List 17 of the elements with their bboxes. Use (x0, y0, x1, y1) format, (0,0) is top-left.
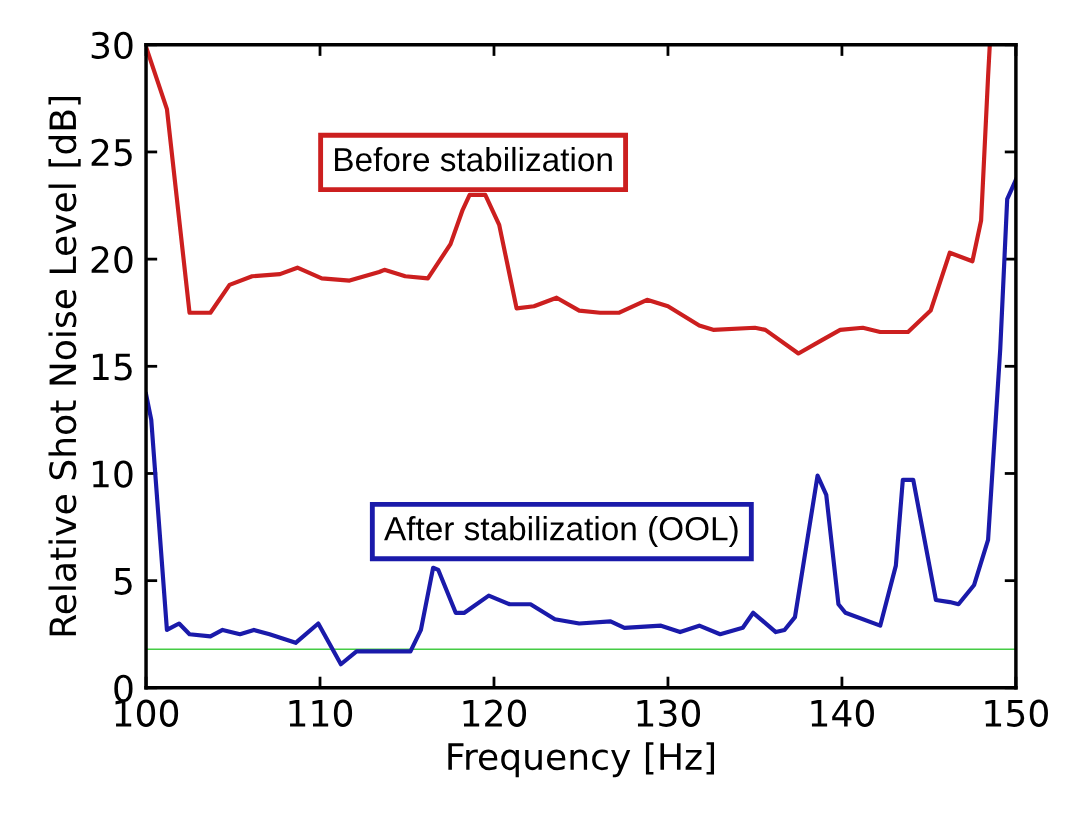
x-axis-title: Frequency [Hz] (448, 742, 715, 778)
x-tick-label: 120 (463, 699, 527, 727)
y-tick-label: 5 (114, 568, 132, 595)
y-tick-label: 15 (92, 353, 132, 381)
line-series (146, 44, 992, 356)
x-tick-label: 130 (637, 699, 701, 727)
y-tick-label: 25 (91, 138, 132, 167)
series-label: After stabilization (OOL) (384, 516, 738, 548)
series-label: Before stabilization (335, 146, 612, 172)
line-series (146, 177, 1016, 667)
y-tick-label: 10 (92, 460, 133, 488)
x-tick-label: 140 (811, 699, 874, 727)
y-axis-title: Relative Shot Noise Level [dB] (48, 96, 81, 636)
y-tick-label: 30 (91, 31, 133, 59)
x-tick-label: 110 (289, 699, 353, 727)
y-tick-label: 20 (91, 246, 133, 274)
x-tick-label: 150 (985, 699, 1048, 727)
